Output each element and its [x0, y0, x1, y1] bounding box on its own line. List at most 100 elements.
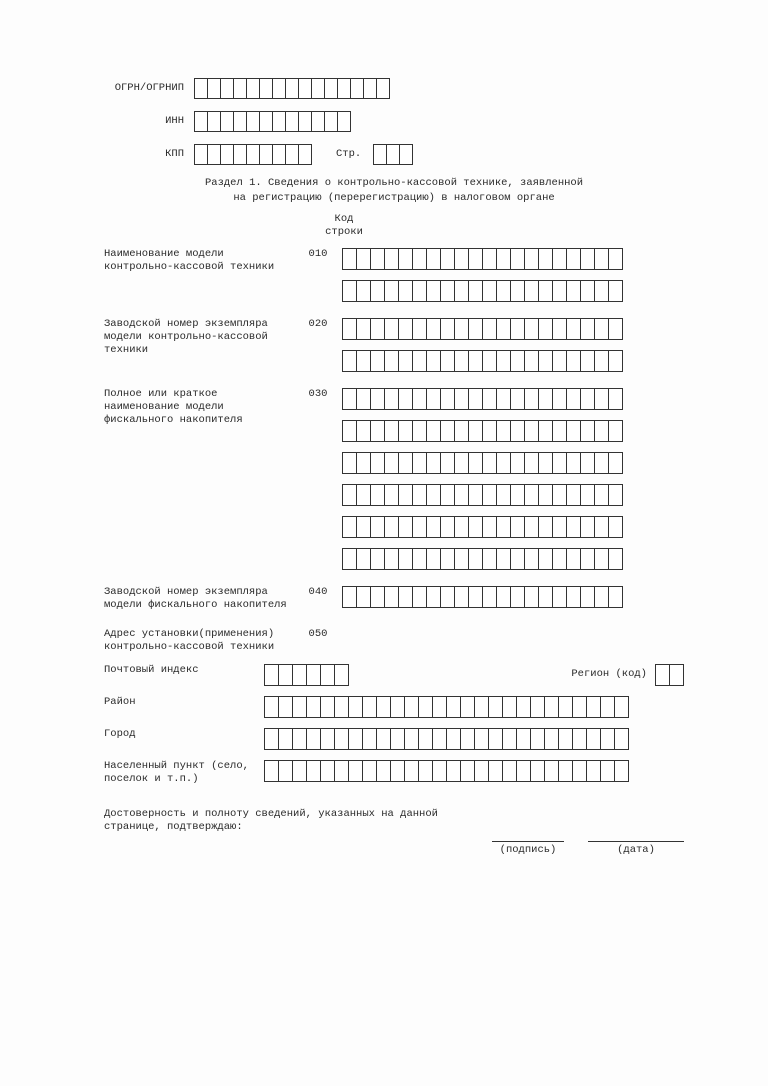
input-cell[interactable] — [337, 111, 351, 132]
input-cell[interactable] — [482, 452, 497, 474]
input-cell[interactable] — [376, 696, 391, 718]
cells-line[interactable] — [342, 586, 623, 608]
input-cell[interactable] — [194, 111, 208, 132]
input-cell[interactable] — [586, 728, 601, 750]
input-cell[interactable] — [348, 760, 363, 782]
input-cell[interactable] — [342, 548, 357, 570]
input-cell[interactable] — [426, 248, 441, 270]
input-cell[interactable] — [337, 78, 351, 99]
input-cell[interactable] — [566, 318, 581, 340]
input-cell[interactable] — [384, 484, 399, 506]
cells-line[interactable] — [342, 280, 623, 302]
input-cell[interactable] — [412, 548, 427, 570]
input-cell[interactable] — [594, 388, 609, 410]
input-cell[interactable] — [482, 280, 497, 302]
input-cell[interactable] — [454, 516, 469, 538]
input-cell[interactable] — [594, 248, 609, 270]
cells-line[interactable] — [342, 420, 623, 442]
input-cell[interactable] — [384, 586, 399, 608]
input-cell[interactable] — [272, 111, 286, 132]
input-cell[interactable] — [510, 452, 525, 474]
input-cell[interactable] — [454, 586, 469, 608]
input-cell[interactable] — [356, 388, 371, 410]
input-cell[interactable] — [544, 760, 559, 782]
input-cell[interactable] — [608, 420, 623, 442]
input-cell[interactable] — [496, 548, 511, 570]
input-cell[interactable] — [384, 420, 399, 442]
input-cell[interactable] — [362, 760, 377, 782]
input-cell[interactable] — [594, 420, 609, 442]
input-cell[interactable] — [468, 516, 483, 538]
input-cell[interactable] — [538, 484, 553, 506]
input-cell[interactable] — [482, 350, 497, 372]
input-cell[interactable] — [207, 144, 221, 165]
input-cell[interactable] — [412, 586, 427, 608]
input-cell[interactable] — [233, 78, 247, 99]
input-cell[interactable] — [580, 420, 595, 442]
input-cell[interactable] — [510, 548, 525, 570]
input-cell[interactable] — [502, 696, 517, 718]
input-cell[interactable] — [608, 280, 623, 302]
input-cell[interactable] — [194, 78, 208, 99]
input-cell[interactable] — [398, 484, 413, 506]
input-cell[interactable] — [496, 280, 511, 302]
input-cell[interactable] — [496, 350, 511, 372]
input-cell[interactable] — [264, 728, 279, 750]
input-cell[interactable] — [614, 728, 629, 750]
input-cell[interactable] — [440, 586, 455, 608]
input-cell[interactable] — [510, 516, 525, 538]
input-cell[interactable] — [404, 728, 419, 750]
input-cell[interactable] — [376, 728, 391, 750]
settlement-cells[interactable] — [264, 760, 629, 782]
input-cell[interactable] — [454, 388, 469, 410]
input-cell[interactable] — [482, 516, 497, 538]
input-cell[interactable] — [404, 696, 419, 718]
input-cell[interactable] — [398, 586, 413, 608]
input-cell[interactable] — [292, 696, 307, 718]
input-cell[interactable] — [398, 280, 413, 302]
input-cell[interactable] — [370, 586, 385, 608]
input-cell[interactable] — [306, 664, 321, 686]
signature-field[interactable]: (подпись) — [492, 841, 564, 857]
input-cell[interactable] — [426, 420, 441, 442]
input-cell[interactable] — [460, 728, 475, 750]
input-cell[interactable] — [440, 420, 455, 442]
input-cell[interactable] — [370, 516, 385, 538]
input-cell[interactable] — [538, 516, 553, 538]
input-cell[interactable] — [594, 318, 609, 340]
input-cell[interactable] — [356, 248, 371, 270]
input-cell[interactable] — [426, 388, 441, 410]
input-cell[interactable] — [384, 248, 399, 270]
input-cell[interactable] — [311, 111, 325, 132]
inn-cells[interactable] — [194, 111, 351, 132]
input-cell[interactable] — [558, 696, 573, 718]
input-cell[interactable] — [558, 728, 573, 750]
input-cell[interactable] — [384, 350, 399, 372]
input-cell[interactable] — [440, 452, 455, 474]
input-cell[interactable] — [454, 350, 469, 372]
input-cell[interactable] — [264, 664, 279, 686]
input-cell[interactable] — [370, 548, 385, 570]
input-cell[interactable] — [524, 248, 539, 270]
input-cell[interactable] — [600, 728, 615, 750]
input-cell[interactable] — [496, 484, 511, 506]
input-cell[interactable] — [566, 420, 581, 442]
input-cell[interactable] — [468, 318, 483, 340]
input-cell[interactable] — [356, 516, 371, 538]
input-cell[interactable] — [580, 248, 595, 270]
input-cell[interactable] — [552, 420, 567, 442]
input-cell[interactable] — [566, 586, 581, 608]
input-cell[interactable] — [468, 350, 483, 372]
input-cell[interactable] — [370, 388, 385, 410]
input-cell[interactable] — [278, 728, 293, 750]
input-cell[interactable] — [510, 484, 525, 506]
input-cell[interactable] — [384, 280, 399, 302]
input-cell[interactable] — [363, 78, 377, 99]
input-cell[interactable] — [614, 760, 629, 782]
input-cell[interactable] — [306, 760, 321, 782]
input-cell[interactable] — [496, 586, 511, 608]
input-cell[interactable] — [669, 664, 684, 686]
input-cell[interactable] — [440, 248, 455, 270]
input-cell[interactable] — [600, 760, 615, 782]
input-cell[interactable] — [384, 452, 399, 474]
